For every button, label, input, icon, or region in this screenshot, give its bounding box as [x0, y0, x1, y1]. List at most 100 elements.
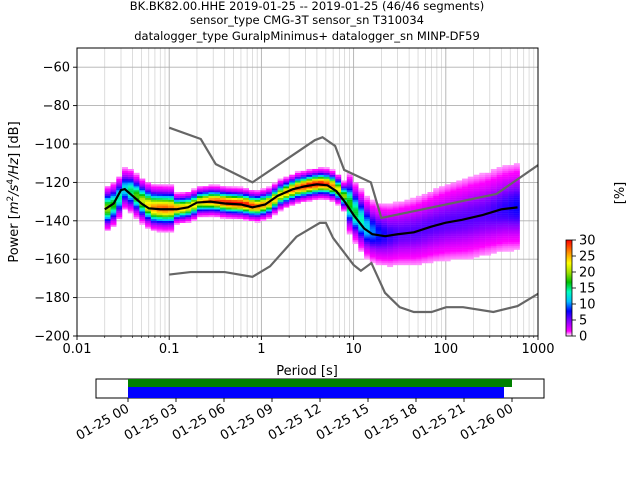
psd-cell — [335, 203, 342, 206]
psd-cell — [196, 186, 203, 189]
psd-cell — [214, 213, 221, 216]
psd-cell — [502, 241, 509, 245]
psd-cell — [479, 192, 486, 195]
psd-cell — [260, 213, 267, 216]
psd-cell — [341, 190, 347, 193]
psd-cell — [369, 238, 376, 241]
psd-cell — [225, 192, 232, 195]
psd-cell — [346, 174, 353, 177]
psd-cell — [387, 240, 394, 243]
psd-cell — [312, 172, 319, 175]
psd-cell — [462, 205, 468, 208]
psd-cell — [387, 209, 394, 212]
psd-cell — [467, 238, 474, 241]
psd-cell — [208, 213, 215, 216]
psd-cell — [369, 226, 376, 229]
psd-cell — [254, 197, 261, 200]
psd-cell — [116, 188, 123, 191]
psd-cell — [392, 205, 399, 208]
psd-cell — [185, 218, 192, 221]
psd-cell — [306, 195, 313, 198]
psd-cell — [513, 195, 520, 198]
psd-cell — [404, 216, 411, 220]
psd-cell — [513, 203, 520, 206]
psd-cell — [352, 192, 359, 195]
psd-cell — [168, 226, 175, 229]
psd-cell — [173, 209, 180, 212]
psd-cell — [127, 205, 134, 208]
psd-cell — [283, 176, 290, 179]
psd-cell — [381, 222, 388, 225]
psd-cell — [496, 176, 503, 179]
psd-cell — [456, 245, 463, 248]
psd-cell — [398, 261, 405, 264]
psd-cell — [104, 188, 111, 191]
psd-cell — [496, 188, 503, 191]
psd-cell — [364, 218, 371, 221]
psd-cell — [214, 209, 221, 212]
psd-cell — [225, 193, 232, 197]
psd-cell — [381, 251, 388, 254]
psd-cell — [415, 243, 422, 246]
psd-cell — [450, 226, 457, 229]
psd-cell — [467, 220, 474, 223]
psd-cell — [214, 211, 221, 214]
psd-cell — [254, 216, 261, 220]
psd-cell — [392, 240, 399, 243]
psd-cell — [473, 182, 480, 185]
psd-cell — [110, 184, 117, 187]
psd-cell — [490, 215, 497, 218]
psd-cell — [415, 240, 422, 243]
title-line-1: BK.BK82.00.HHE 2019-01-25 -- 2019-01-25 … — [130, 0, 484, 13]
psd-cell — [508, 178, 515, 181]
psd-cell — [225, 207, 232, 210]
psd-cell — [208, 215, 215, 218]
psd-cell — [421, 211, 428, 214]
psd-cell — [415, 236, 422, 239]
psd-cell — [456, 203, 463, 206]
psd-cell — [404, 234, 411, 237]
noise-models — [168, 126, 538, 314]
psd-cell — [300, 178, 307, 181]
psd-cell — [392, 253, 399, 256]
psd-cell — [433, 201, 440, 204]
psd-cell — [323, 172, 330, 175]
psd-cell — [156, 188, 163, 191]
psd-cell — [444, 232, 451, 235]
psd-cell — [358, 207, 365, 210]
psd-cell — [271, 188, 278, 191]
psd-cell — [329, 180, 336, 183]
psd-cell — [467, 211, 474, 214]
psd-cell — [289, 184, 296, 187]
psd-cell — [162, 215, 169, 218]
psd-cell — [214, 215, 221, 218]
psd-cell — [508, 165, 515, 168]
psd-cell — [289, 195, 296, 198]
psd-cell — [467, 176, 474, 179]
psd-cell — [341, 205, 347, 208]
psd-cell — [438, 228, 445, 231]
psd-cell — [306, 174, 313, 177]
psd-cell — [496, 182, 503, 185]
psd-cell — [398, 207, 405, 210]
psd-cell — [133, 207, 140, 210]
psd-cell — [392, 222, 399, 225]
y-axis-label-part-s: /s — [7, 184, 22, 196]
psd-cell — [168, 201, 175, 204]
psd-cell — [421, 259, 428, 262]
psd-cell — [358, 247, 365, 250]
colorbar-tick-label: 15 — [579, 282, 596, 297]
psd-cell — [462, 224, 468, 227]
psd-cell — [196, 199, 203, 202]
psd-cell — [358, 188, 365, 191]
psd-cell — [462, 188, 468, 191]
psd-cell — [133, 174, 140, 177]
psd-cell — [335, 190, 342, 193]
psd-cell — [427, 195, 434, 198]
psd-cell — [289, 176, 296, 179]
psd-cell — [358, 249, 365, 252]
psd-cell — [444, 190, 451, 193]
psd-cell — [243, 203, 250, 206]
psd-cell — [490, 186, 497, 189]
psd-cell — [122, 192, 129, 195]
